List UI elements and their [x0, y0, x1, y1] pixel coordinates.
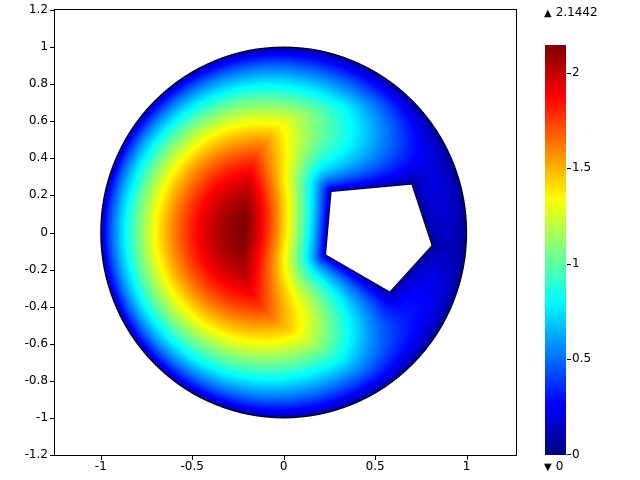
- y-tick-mark: [50, 344, 54, 345]
- x-tick-label: 0: [279, 459, 288, 473]
- colorbar-tick-mark: [567, 454, 571, 455]
- colorbar-tick-label: 0: [572, 447, 580, 461]
- triangle-up-icon: ▲: [544, 8, 552, 19]
- y-tick-label: 0.8: [28, 76, 48, 91]
- y-tick-mark: [50, 418, 54, 419]
- colorbar-tick-label: 1: [572, 255, 580, 270]
- colorbar-tick-label: 1.5: [572, 160, 592, 175]
- y-tick-label: 0.4: [28, 150, 48, 165]
- y-tick-mark: [50, 158, 54, 159]
- colorbar-tick-label: 2: [572, 64, 580, 79]
- colorbar: [545, 45, 566, 455]
- colorbar-tick-mark: [567, 359, 571, 360]
- y-tick-mark: [50, 455, 54, 456]
- y-tick-mark: [50, 10, 54, 11]
- y-tick-mark: [50, 381, 54, 382]
- y-tick-label: -1: [36, 409, 48, 424]
- colorbar-tick-mark: [567, 73, 571, 74]
- y-tick-label: 1.2: [28, 2, 48, 16]
- x-tick-mark: [375, 456, 376, 460]
- heatmap-canvas: [55, 10, 516, 455]
- max-value-label: 2.1442: [555, 5, 598, 19]
- y-tick-label: 0.6: [28, 113, 48, 128]
- x-tick-mark: [284, 456, 285, 460]
- y-tick-label: -0.6: [24, 335, 48, 350]
- x-tick-mark: [192, 456, 193, 460]
- colorbar-tick-mark: [567, 264, 571, 265]
- x-tick-label: -1: [94, 459, 107, 473]
- y-tick-mark: [50, 270, 54, 271]
- x-tick-mark: [101, 456, 102, 460]
- y-tick-mark: [50, 47, 54, 48]
- y-tick-label: -1.2: [24, 447, 48, 461]
- y-tick-label: 0.2: [28, 187, 48, 202]
- x-tick-label: 1: [462, 459, 471, 473]
- colorbar-gradient: [545, 45, 566, 455]
- x-tick-mark: [467, 456, 468, 460]
- x-tick-label: -0.5: [180, 459, 204, 473]
- y-tick-label: -0.8: [24, 372, 48, 387]
- y-tick-mark: [50, 121, 54, 122]
- x-tick-label: 0.5: [365, 459, 385, 473]
- min-value-label: 0: [555, 459, 564, 473]
- y-tick-mark: [50, 307, 54, 308]
- colorbar-tick-mark: [567, 168, 571, 169]
- triangle-down-icon: ▼: [544, 462, 552, 473]
- plot-area: [54, 9, 517, 456]
- y-tick-mark: [50, 233, 54, 234]
- y-tick-label: 0: [40, 224, 48, 239]
- colorbar-tick-label: 0.5: [572, 351, 592, 366]
- y-tick-label: -0.4: [24, 298, 48, 313]
- y-tick-mark: [50, 195, 54, 196]
- y-tick-label: -0.2: [24, 261, 48, 276]
- y-tick-label: 1: [40, 39, 48, 54]
- min-value-marker: ▼ 0: [544, 459, 563, 473]
- max-value-marker: ▲ 2.1442: [544, 5, 598, 19]
- y-tick-mark: [50, 84, 54, 85]
